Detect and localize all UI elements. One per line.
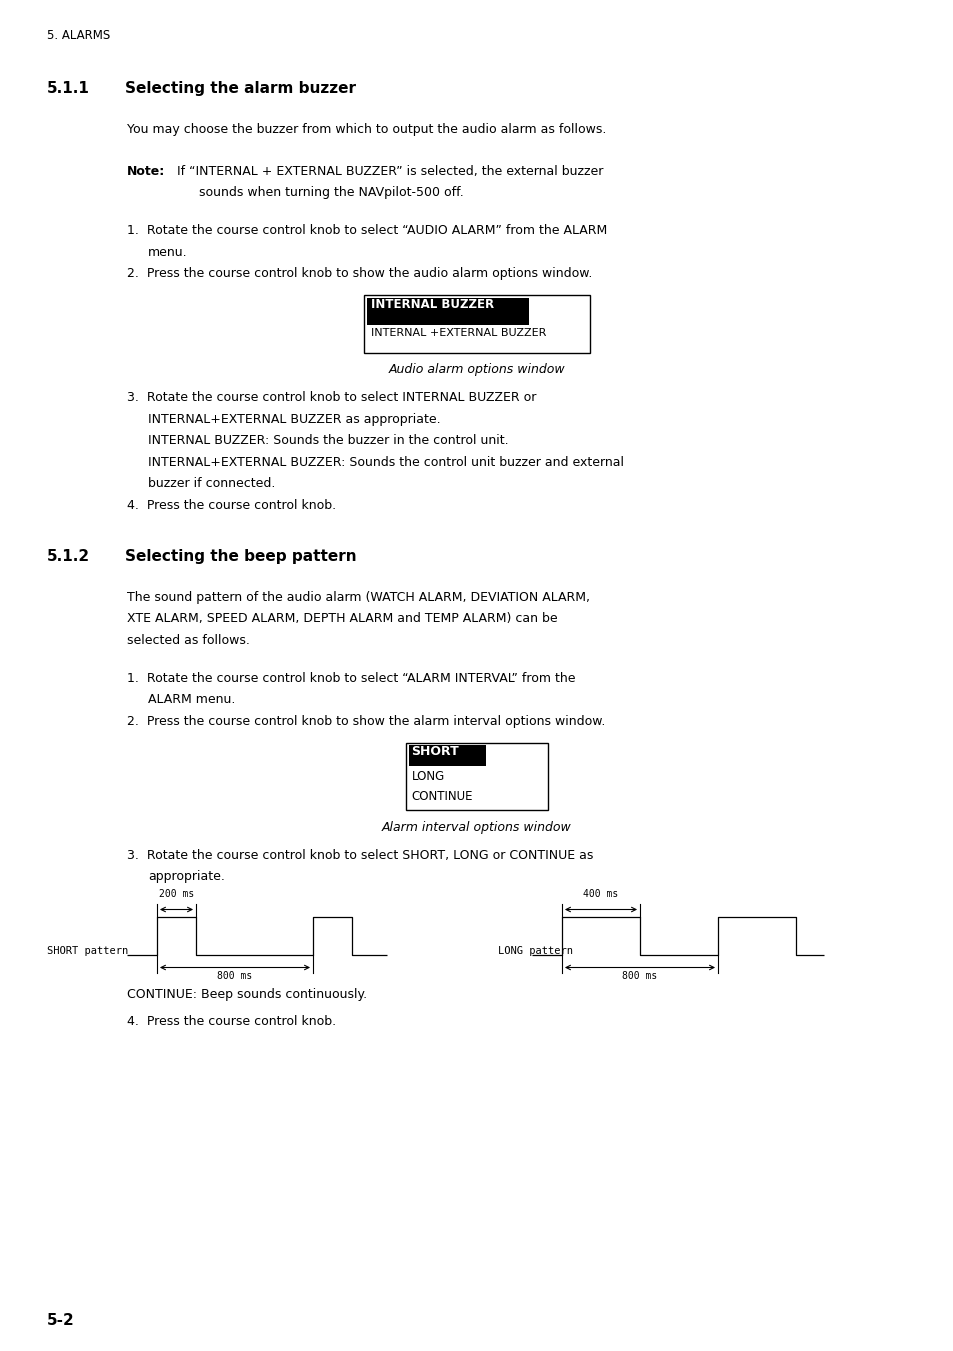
Text: 5.1.2: 5.1.2 xyxy=(47,549,90,563)
Text: INTERNAL+EXTERNAL BUZZER as appropriate.: INTERNAL+EXTERNAL BUZZER as appropriate. xyxy=(148,413,440,426)
Text: 5. ALARMS: 5. ALARMS xyxy=(47,28,111,42)
Text: sounds when turning the NAVpilot-500 off.: sounds when turning the NAVpilot-500 off… xyxy=(199,186,463,200)
Text: 4.  Press the course control knob.: 4. Press the course control knob. xyxy=(127,1016,335,1028)
Text: Selecting the alarm buzzer: Selecting the alarm buzzer xyxy=(125,81,355,96)
Text: 800 ms: 800 ms xyxy=(217,971,253,981)
Text: INTERNAL +EXTERNAL BUZZER: INTERNAL +EXTERNAL BUZZER xyxy=(371,328,546,338)
Text: buzzer if connected.: buzzer if connected. xyxy=(148,477,275,490)
Text: 1.  Rotate the course control knob to select “ALARM INTERVAL” from the: 1. Rotate the course control knob to sel… xyxy=(127,671,575,685)
Text: 3.  Rotate the course control knob to select INTERNAL BUZZER or: 3. Rotate the course control knob to sel… xyxy=(127,392,536,404)
Bar xyxy=(367,299,529,324)
Text: CONTINUE: CONTINUE xyxy=(411,790,473,804)
Text: CONTINUE: Beep sounds continuously.: CONTINUE: Beep sounds continuously. xyxy=(127,989,367,1001)
Text: If “INTERNAL + EXTERNAL BUZZER” is selected, the external buzzer: If “INTERNAL + EXTERNAL BUZZER” is selec… xyxy=(177,165,602,178)
Bar xyxy=(408,744,485,766)
Text: 400 ms: 400 ms xyxy=(583,889,618,900)
Text: LONG: LONG xyxy=(411,770,444,784)
Text: ALARM menu.: ALARM menu. xyxy=(148,693,235,707)
Text: SHORT pattern: SHORT pattern xyxy=(47,947,128,957)
Text: INTERNAL BUZZER: Sounds the buzzer in the control unit.: INTERNAL BUZZER: Sounds the buzzer in th… xyxy=(148,435,508,447)
Text: Audio alarm options window: Audio alarm options window xyxy=(388,363,565,377)
Text: 4.  Press the course control knob.: 4. Press the course control knob. xyxy=(127,499,335,512)
Text: 1.  Rotate the course control knob to select “AUDIO ALARM” from the ALARM: 1. Rotate the course control knob to sel… xyxy=(127,224,607,238)
Text: 2.  Press the course control knob to show the audio alarm options window.: 2. Press the course control knob to show… xyxy=(127,267,592,281)
Text: INTERNAL+EXTERNAL BUZZER: Sounds the control unit buzzer and external: INTERNAL+EXTERNAL BUZZER: Sounds the con… xyxy=(148,457,623,469)
Text: LONG pattern: LONG pattern xyxy=(497,947,573,957)
Text: Note:: Note: xyxy=(127,165,165,178)
Text: 3.  Rotate the course control knob to select SHORT, LONG or CONTINUE as: 3. Rotate the course control knob to sel… xyxy=(127,848,593,862)
Text: menu.: menu. xyxy=(148,246,188,259)
Bar xyxy=(364,296,589,354)
Text: 5.1.1: 5.1.1 xyxy=(47,81,90,96)
Text: 2.  Press the course control knob to show the alarm interval options window.: 2. Press the course control knob to show… xyxy=(127,715,605,728)
Text: selected as follows.: selected as follows. xyxy=(127,634,250,647)
Text: SHORT: SHORT xyxy=(411,746,458,758)
Text: INTERNAL BUZZER: INTERNAL BUZZER xyxy=(371,299,494,312)
Text: appropriate.: appropriate. xyxy=(148,870,225,884)
Text: XTE ALARM, SPEED ALARM, DEPTH ALARM and TEMP ALARM) can be: XTE ALARM, SPEED ALARM, DEPTH ALARM and … xyxy=(127,612,558,626)
Bar xyxy=(406,743,547,811)
Text: The sound pattern of the audio alarm (WATCH ALARM, DEVIATION ALARM,: The sound pattern of the audio alarm (WA… xyxy=(127,590,589,604)
Text: 800 ms: 800 ms xyxy=(621,971,657,981)
Text: Selecting the beep pattern: Selecting the beep pattern xyxy=(125,549,356,563)
Text: 5-2: 5-2 xyxy=(47,1313,74,1328)
Text: Alarm interval options window: Alarm interval options window xyxy=(382,821,571,834)
Text: 200 ms: 200 ms xyxy=(159,889,193,900)
Text: You may choose the buzzer from which to output the audio alarm as follows.: You may choose the buzzer from which to … xyxy=(127,123,606,136)
